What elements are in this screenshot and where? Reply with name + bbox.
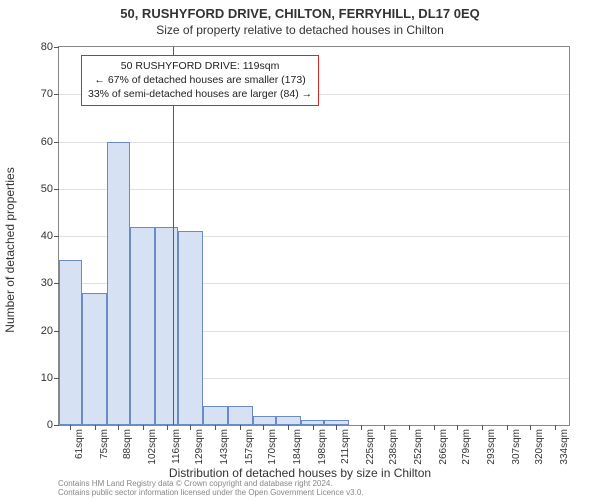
x-tick-label: 75sqm xyxy=(99,429,110,459)
y-tick-mark xyxy=(54,236,59,237)
histogram-chart: 0102030405060708061sqm75sqm88sqm102sqm11… xyxy=(58,46,570,426)
x-tick-label: 157sqm xyxy=(244,429,255,465)
license-line-1: Contains HM Land Registry data © Crown c… xyxy=(58,479,364,489)
x-tick-label: 211sqm xyxy=(340,429,351,464)
grid-line xyxy=(59,189,569,190)
histogram-bar xyxy=(155,227,178,425)
x-tick-mark xyxy=(434,425,435,430)
x-tick-mark xyxy=(507,425,508,430)
x-tick-mark xyxy=(167,425,168,430)
info-box-line: 33% of semi-detached houses are larger (… xyxy=(88,87,312,101)
x-tick-label: 225sqm xyxy=(365,429,376,465)
license-line-2: Contains public sector information licen… xyxy=(58,488,364,498)
x-tick-mark xyxy=(215,425,216,430)
y-tick-mark xyxy=(54,94,59,95)
x-tick-mark xyxy=(384,425,385,430)
histogram-bar xyxy=(130,227,155,425)
license-text: Contains HM Land Registry data © Crown c… xyxy=(58,479,364,498)
y-tick-label: 60 xyxy=(33,136,53,148)
x-tick-mark xyxy=(530,425,531,430)
x-tick-label: 266sqm xyxy=(438,429,449,465)
histogram-bar xyxy=(107,142,130,426)
histogram-bar xyxy=(324,420,349,425)
y-axis-label: Number of detached properties xyxy=(3,167,17,332)
info-box-line: 50 RUSHYFORD DRIVE: 119sqm xyxy=(88,59,312,73)
x-tick-label: 238sqm xyxy=(388,429,399,465)
x-tick-label: 307sqm xyxy=(511,429,522,465)
x-tick-mark xyxy=(288,425,289,430)
x-tick-label: 184sqm xyxy=(292,429,303,465)
y-tick-mark xyxy=(54,189,59,190)
x-tick-mark xyxy=(482,425,483,430)
x-tick-mark xyxy=(240,425,241,430)
x-tick-mark xyxy=(361,425,362,430)
x-tick-mark xyxy=(95,425,96,430)
grid-line xyxy=(59,142,569,143)
x-tick-mark xyxy=(409,425,410,430)
x-tick-label: 320sqm xyxy=(534,429,545,465)
x-tick-mark xyxy=(70,425,71,430)
histogram-bar xyxy=(228,406,253,425)
x-tick-mark xyxy=(263,425,264,430)
page-title: 50, RUSHYFORD DRIVE, CHILTON, FERRYHILL,… xyxy=(0,0,600,21)
x-tick-mark xyxy=(555,425,556,430)
x-tick-label: 102sqm xyxy=(147,429,158,465)
y-tick-label: 50 xyxy=(33,183,53,195)
x-tick-label: 198sqm xyxy=(317,429,328,465)
x-tick-label: 293sqm xyxy=(486,429,497,465)
histogram-bar xyxy=(276,416,301,425)
x-tick-mark xyxy=(190,425,191,430)
histogram-bar xyxy=(178,231,203,425)
histogram-bar xyxy=(203,406,228,425)
info-box: 50 RUSHYFORD DRIVE: 119sqm← 67% of detac… xyxy=(81,55,319,106)
histogram-bar xyxy=(253,416,276,425)
x-tick-label: 61sqm xyxy=(74,429,85,459)
x-tick-mark xyxy=(457,425,458,430)
page-subtitle: Size of property relative to detached ho… xyxy=(0,21,600,37)
x-tick-label: 170sqm xyxy=(267,429,278,465)
x-tick-mark xyxy=(336,425,337,430)
y-tick-label: 10 xyxy=(33,372,53,384)
histogram-bar xyxy=(59,260,82,425)
x-tick-label: 143sqm xyxy=(219,429,230,465)
y-tick-mark xyxy=(54,142,59,143)
x-tick-mark xyxy=(313,425,314,430)
y-tick-label: 30 xyxy=(33,277,53,289)
x-tick-mark xyxy=(143,425,144,430)
info-box-line: ← 67% of detached houses are smaller (17… xyxy=(88,73,312,87)
y-tick-label: 20 xyxy=(33,325,53,337)
histogram-bar xyxy=(301,420,324,425)
y-tick-mark xyxy=(54,47,59,48)
y-tick-label: 80 xyxy=(33,41,53,53)
y-tick-label: 0 xyxy=(33,419,53,431)
x-tick-label: 279sqm xyxy=(461,429,472,465)
y-tick-mark xyxy=(54,425,59,426)
y-tick-label: 70 xyxy=(33,88,53,100)
x-tick-label: 88sqm xyxy=(122,429,133,459)
x-tick-mark xyxy=(118,425,119,430)
x-tick-label: 334sqm xyxy=(559,429,570,465)
x-tick-label: 252sqm xyxy=(413,429,424,465)
x-tick-label: 129sqm xyxy=(194,429,205,465)
x-tick-label: 116sqm xyxy=(171,429,182,464)
y-tick-label: 40 xyxy=(33,230,53,242)
histogram-bar xyxy=(82,293,107,425)
